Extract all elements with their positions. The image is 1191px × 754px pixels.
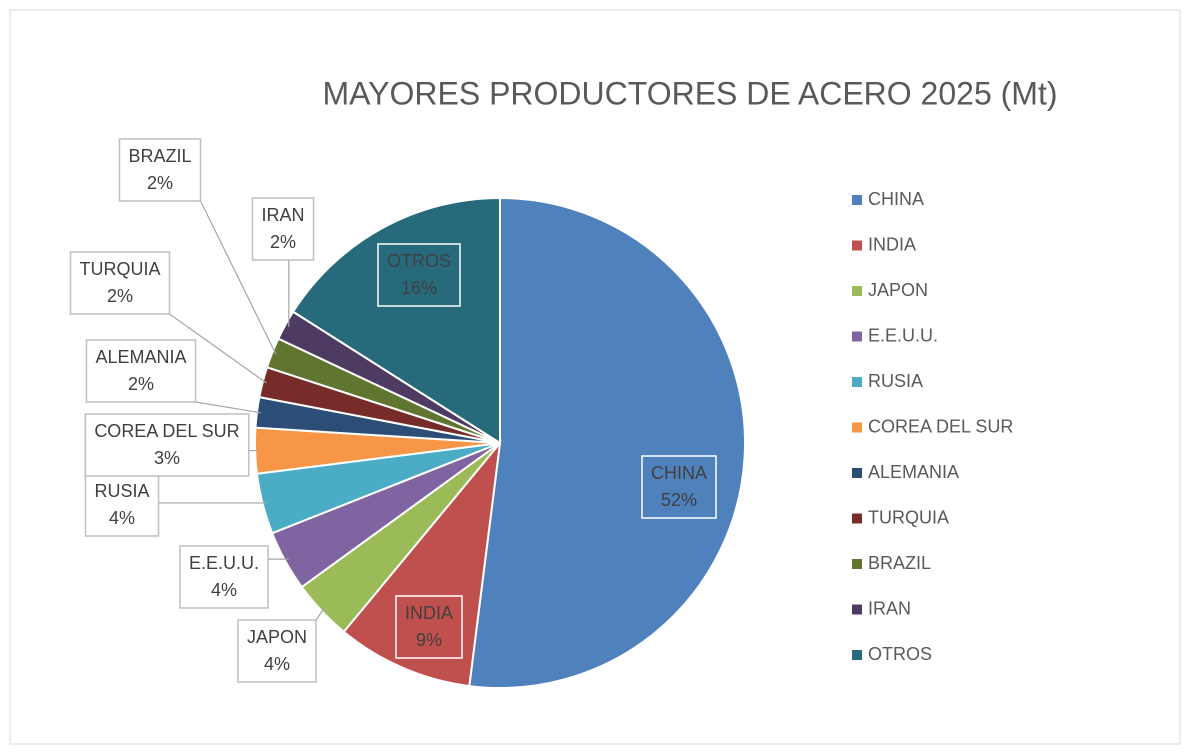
data-label-name: CHINA	[651, 463, 707, 483]
legend-label: ALEMANIA	[868, 462, 959, 482]
data-label-box	[641, 455, 717, 519]
data-label-value: 3%	[154, 448, 180, 468]
data-label-name: ALEMANIA	[95, 347, 186, 367]
legend-swatch	[852, 331, 862, 342]
legend-label: INDIA	[868, 234, 916, 254]
legend-label: CHINA	[868, 189, 924, 209]
data-label-name: TURQUIA	[80, 259, 161, 279]
legend-label: E.E.U.U.	[868, 325, 938, 345]
legend-label: BRAZIL	[868, 553, 931, 573]
data-label-box	[118, 138, 202, 202]
data-label: E.E.U.U. 4%	[179, 545, 269, 609]
leader-line	[169, 313, 267, 384]
data-label: CHINA 52%	[641, 455, 717, 519]
data-label-box	[237, 619, 317, 683]
data-label-name: IRAN	[261, 205, 304, 225]
data-label-box	[251, 197, 315, 261]
data-label-value: 9%	[416, 630, 442, 650]
leaders	[158, 200, 325, 621]
legend-label: RUSIA	[868, 371, 923, 391]
data-label-value: 2%	[128, 374, 154, 394]
data-label-name: JAPON	[247, 627, 307, 647]
data-label: IRAN 2%	[251, 197, 315, 261]
data-label-value: 4%	[264, 654, 290, 674]
labels: CHINA 52% INDIA 9% JAPON 4% E.E.U.U. 4% RUSIA 4% C…	[69, 138, 717, 683]
data-label-name: RUSIA	[94, 481, 149, 501]
data-label-value: 4%	[109, 508, 135, 528]
data-label-box	[85, 339, 197, 403]
data-label: OTROS 16%	[377, 243, 461, 307]
data-label-value: 2%	[270, 232, 296, 252]
legend-swatch	[852, 422, 862, 433]
data-label: BRAZIL 2%	[118, 138, 202, 202]
data-label-value: 2%	[147, 173, 173, 193]
data-label: INDIA 9%	[395, 595, 463, 659]
leader-line	[315, 607, 325, 621]
data-label-box	[84, 413, 250, 477]
data-label-value: 2%	[107, 286, 133, 306]
data-label-name: INDIA	[405, 603, 453, 623]
legend-swatch	[852, 240, 862, 251]
data-label: RUSIA 4%	[84, 473, 160, 537]
data-label-value: 52%	[661, 490, 697, 510]
legend-label: OTROS	[868, 644, 932, 664]
slices	[254, 196, 746, 689]
data-label: TURQUIA 2%	[69, 251, 171, 315]
pie-slice	[468, 196, 746, 689]
leader-line	[199, 200, 277, 355]
data-label: ALEMANIA 2%	[85, 339, 197, 403]
leader-line	[195, 401, 261, 414]
data-label-name: E.E.U.U.	[189, 553, 259, 573]
data-label-name: BRAZIL	[128, 146, 191, 166]
legend-swatch	[852, 377, 862, 387]
legend-swatch	[852, 604, 862, 615]
legend-label: JAPON	[868, 280, 928, 300]
data-label-name: COREA DEL SUR	[94, 421, 239, 441]
legend-swatch	[852, 195, 862, 205]
chart-title: MAYORES PRODUCTORES DE ACERO 2025 (Mt)	[323, 75, 1058, 111]
legend-swatch	[852, 286, 862, 296]
legend-swatch	[852, 513, 862, 524]
data-label-box	[395, 595, 463, 659]
legend-swatch	[852, 559, 862, 569]
legend-label: TURQUIA	[868, 507, 949, 527]
legend-label: IRAN	[868, 598, 911, 618]
data-label-value: 16%	[401, 278, 437, 298]
legend-swatch	[852, 468, 862, 478]
data-label-box	[69, 251, 171, 315]
data-label-value: 4%	[211, 580, 237, 600]
data-label-box	[179, 545, 269, 609]
legend-label: COREA DEL SUR	[868, 416, 1013, 436]
data-label-box	[377, 243, 461, 307]
data-label: JAPON 4%	[237, 619, 317, 683]
data-label: COREA DEL SUR 3%	[84, 413, 250, 477]
data-label-name: OTROS	[387, 251, 451, 271]
legend-swatch	[852, 650, 862, 660]
